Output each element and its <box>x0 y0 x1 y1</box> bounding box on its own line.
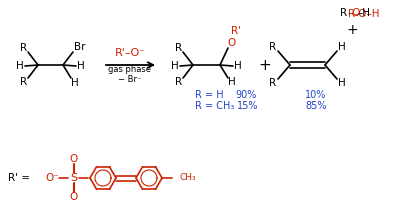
Text: –H: –H <box>358 8 371 18</box>
Text: H: H <box>16 61 24 71</box>
Text: –O: –O <box>347 8 360 18</box>
Text: R: R <box>348 9 355 19</box>
Text: H: H <box>77 61 85 71</box>
Text: O: O <box>70 192 78 202</box>
Text: R: R <box>340 8 347 18</box>
Text: CH₃: CH₃ <box>180 174 197 183</box>
Text: R: R <box>176 43 182 53</box>
Text: R': R' <box>231 26 241 36</box>
Text: 10%: 10% <box>305 90 326 100</box>
Text: H: H <box>338 78 346 88</box>
Text: O: O <box>227 38 235 48</box>
Text: H: H <box>338 42 346 52</box>
Text: R: R <box>270 42 276 52</box>
Text: − Br⁻: − Br⁻ <box>118 75 142 85</box>
Text: 85%: 85% <box>305 101 326 111</box>
Text: gas phase: gas phase <box>108 66 152 75</box>
Text: S: S <box>70 173 78 183</box>
Text: R: R <box>176 77 182 87</box>
Text: Br: Br <box>74 42 86 52</box>
Text: H: H <box>228 77 236 87</box>
Text: H: H <box>171 61 179 71</box>
Text: R = CH₃: R = CH₃ <box>195 101 234 111</box>
Text: +: + <box>346 23 358 37</box>
Text: –O–H: –O–H <box>353 9 380 19</box>
Text: H: H <box>234 61 242 71</box>
Text: 90%: 90% <box>235 90 256 100</box>
Text: 15%: 15% <box>237 101 258 111</box>
Text: R: R <box>20 43 28 53</box>
Text: R: R <box>270 78 276 88</box>
Text: R = H: R = H <box>195 90 224 100</box>
Text: R' =: R' = <box>8 173 30 183</box>
Text: R'–O⁻: R'–O⁻ <box>114 48 146 58</box>
Text: O⁻: O⁻ <box>45 173 59 183</box>
Text: O: O <box>70 154 78 164</box>
Text: +: + <box>259 58 271 72</box>
Text: R: R <box>20 77 28 87</box>
Text: H: H <box>71 78 79 88</box>
